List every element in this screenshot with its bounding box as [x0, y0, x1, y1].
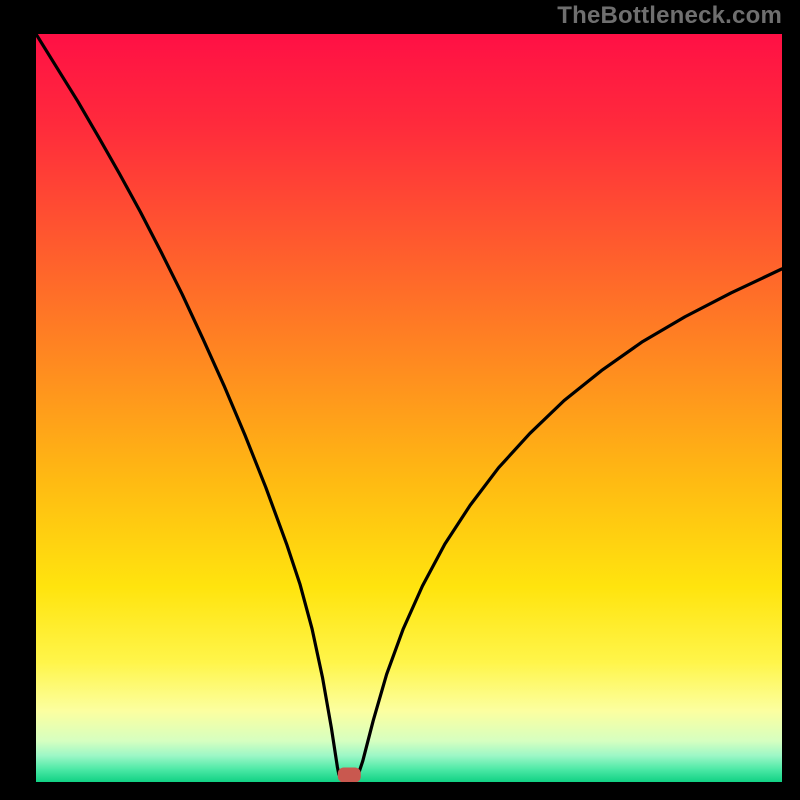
chart-root: TheBottleneck.com [0, 0, 800, 800]
plot-inner [36, 34, 782, 782]
bottleneck-curve [36, 34, 782, 782]
watermark-text: TheBottleneck.com [557, 2, 782, 30]
curve-path [36, 34, 782, 775]
bottleneck-marker [338, 768, 360, 782]
plot-area [36, 34, 782, 782]
